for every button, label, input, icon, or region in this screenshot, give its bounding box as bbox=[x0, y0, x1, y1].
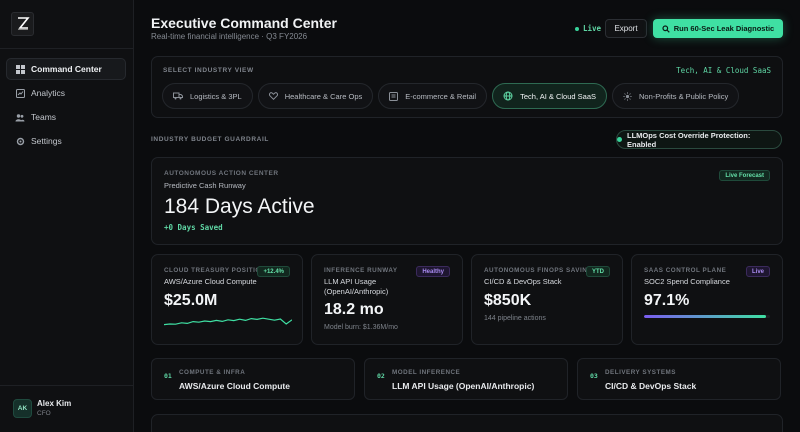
pipeline-label: MODEL INFERENCE bbox=[392, 369, 461, 376]
store-icon bbox=[389, 91, 399, 101]
logo bbox=[11, 12, 34, 36]
metric-card-finops: AUTONOMOUS FINOPS SAVINGS YTD CI/CD & De… bbox=[471, 254, 623, 345]
grid-icon bbox=[15, 64, 25, 74]
pipeline-name: CI/CD & DevOps Stack bbox=[605, 381, 697, 391]
sidebar-item-teams[interactable]: Teams bbox=[6, 106, 126, 128]
card-name: SOC2 Spend Compliance bbox=[644, 277, 730, 286]
days-saved: +0 Days Saved bbox=[164, 223, 223, 232]
tab-label: Non-Profits & Public Policy bbox=[639, 91, 729, 101]
card-label: AUTONOMOUS ACTION CENTER bbox=[164, 170, 279, 177]
sidebar-item-analytics[interactable]: Analytics bbox=[6, 82, 126, 104]
pipeline-card-delivery[interactable]: 03 DELIVERY SYSTEMS CI/CD & DevOps Stack bbox=[577, 358, 781, 400]
card-value: 97.1% bbox=[644, 292, 690, 309]
sidebar-item-settings[interactable]: Settings bbox=[6, 130, 126, 152]
sidebar-item-label: Command Center bbox=[31, 64, 102, 74]
progress-fill bbox=[644, 315, 767, 318]
tab-healthcare[interactable]: Healthcare & Care Ops bbox=[257, 83, 374, 109]
card-name: LLM API Usage (OpenAI/Anthropic) bbox=[324, 277, 389, 296]
tab-logistics[interactable]: Logistics & 3PL bbox=[162, 83, 253, 109]
card-note: Model burn: $1.36M/mo bbox=[324, 324, 398, 331]
pipeline-card-compute[interactable]: 01 COMPUTE & INFRA AWS/Azure Cloud Compu… bbox=[151, 358, 355, 400]
guardrail-label: INDUSTRY BUDGET GUARDRAIL bbox=[151, 136, 269, 143]
page-title: Executive Command Center bbox=[151, 15, 337, 31]
status-dot-icon bbox=[617, 137, 622, 142]
sidebar-nav: Command Center Analytics Teams Settings bbox=[6, 58, 126, 154]
change-badge: +12.4% bbox=[257, 266, 290, 277]
card-name: AWS/Azure Cloud Compute bbox=[164, 277, 257, 286]
runway-value: 184 Days Active bbox=[164, 195, 315, 218]
compliance-progress-bar bbox=[644, 315, 770, 318]
sidebar-item-label: Analytics bbox=[31, 88, 66, 98]
sparkline-chart bbox=[164, 317, 292, 326]
sidebar-item-label: Settings bbox=[31, 136, 62, 146]
step-number: 02 bbox=[377, 372, 385, 380]
chart-icon bbox=[15, 88, 25, 98]
divider bbox=[0, 48, 134, 49]
tab-nonprofits[interactable]: Non-Profits & Public Policy bbox=[612, 83, 740, 109]
run-diagnostic-button[interactable]: Run 60-Sec Leak Diagnostic bbox=[653, 19, 783, 38]
pipeline-name: AWS/Azure Cloud Compute bbox=[179, 381, 290, 391]
industry-label: SELECT INDUSTRY VIEW bbox=[163, 67, 254, 74]
metric-card-treasury: CLOUD TREASURY POSITION +12.4% AWS/Azure… bbox=[151, 254, 303, 345]
card-value: $850K bbox=[484, 292, 532, 309]
card-label: INFERENCE RUNWAY bbox=[324, 267, 398, 274]
card-label: CLOUD TREASURY POSITION bbox=[164, 267, 266, 274]
globe-icon bbox=[503, 91, 513, 101]
status-badge: Healthy bbox=[416, 266, 450, 277]
sidebar-item-label: Teams bbox=[31, 112, 57, 122]
tab-ecommerce[interactable]: E-commerce & Retail bbox=[378, 83, 488, 109]
sparkline-line bbox=[164, 317, 292, 326]
action-center-card: AUTONOMOUS ACTION CENTER Predictive Cash… bbox=[151, 157, 783, 245]
tab-label: Healthcare & Care Ops bbox=[284, 91, 363, 101]
card-label: SAAS CONTROL PLANE bbox=[644, 267, 727, 274]
current-industry: Tech, AI & Cloud SaaS bbox=[676, 66, 771, 75]
industry-tabs: Logistics & 3PL Healthcare & Care Ops E-… bbox=[162, 83, 744, 109]
pipeline-label: COMPUTE & INFRA bbox=[179, 369, 246, 376]
truck-icon bbox=[173, 92, 183, 100]
guardrail-badge-label: LLMOps Cost Override Protection: Enabled bbox=[626, 130, 751, 149]
pipeline-card-inference[interactable]: 02 MODEL INFERENCE LLM API Usage (OpenAI… bbox=[364, 358, 568, 400]
heart-icon bbox=[268, 92, 278, 100]
card-value: 18.2 mo bbox=[324, 301, 384, 318]
avatar[interactable]: AK bbox=[13, 399, 32, 418]
status-badge: Live Forecast bbox=[719, 170, 770, 181]
tab-label: Tech, AI & Cloud SaaS bbox=[520, 91, 596, 101]
sidebar: Command Center Analytics Teams Settings … bbox=[0, 0, 134, 432]
step-number: 03 bbox=[590, 372, 598, 380]
pipeline-name: LLM API Usage (OpenAI/Anthropic) bbox=[392, 381, 535, 391]
live-dot-icon bbox=[575, 26, 579, 31]
metric-card-saas: SAAS CONTROL PLANE Live SOC2 Spend Compl… bbox=[631, 254, 783, 345]
live-indicator: Live bbox=[575, 24, 601, 33]
card-note: 144 pipeline actions bbox=[484, 315, 546, 322]
tab-label: E-commerce & Retail bbox=[405, 91, 477, 101]
user-role: CFO bbox=[37, 410, 51, 417]
gear-icon bbox=[15, 136, 25, 146]
status-badge: YTD bbox=[586, 266, 610, 277]
card-label: AUTONOMOUS FINOPS SAVINGS bbox=[484, 267, 598, 274]
industry-selector: SELECT INDUSTRY VIEW Tech, AI & Cloud Sa… bbox=[151, 56, 783, 118]
card-subtitle: Predictive Cash Runway bbox=[164, 181, 246, 190]
user-name: Alex Kim bbox=[37, 399, 72, 408]
diagnostic-label: Run 60-Sec Leak Diagnostic bbox=[673, 24, 775, 33]
cost-override-toggle[interactable]: LLMOps Cost Override Protection: Enabled bbox=[616, 130, 782, 149]
sidebar-item-command-center[interactable]: Command Center bbox=[6, 58, 126, 80]
bottom-card bbox=[151, 414, 783, 432]
tab-label: Logistics & 3PL bbox=[190, 91, 242, 101]
step-number: 01 bbox=[164, 372, 172, 380]
pipeline-label: DELIVERY SYSTEMS bbox=[605, 369, 676, 376]
magnifier-icon bbox=[662, 24, 670, 33]
users-icon bbox=[15, 112, 25, 122]
metric-card-inference: INFERENCE RUNWAY Healthy LLM API Usage (… bbox=[311, 254, 463, 345]
divider bbox=[0, 385, 134, 386]
status-badge: Live bbox=[745, 266, 770, 277]
live-label: Live bbox=[583, 24, 602, 33]
card-name: CI/CD & DevOps Stack bbox=[484, 277, 562, 286]
export-button[interactable]: Export bbox=[605, 19, 647, 38]
tab-tech-ai-cloud[interactable]: Tech, AI & Cloud SaaS bbox=[492, 83, 607, 109]
page-subtitle: Real-time financial intelligence · Q3 FY… bbox=[151, 32, 308, 41]
card-value: $25.0M bbox=[164, 292, 218, 309]
sun-icon bbox=[623, 91, 632, 101]
